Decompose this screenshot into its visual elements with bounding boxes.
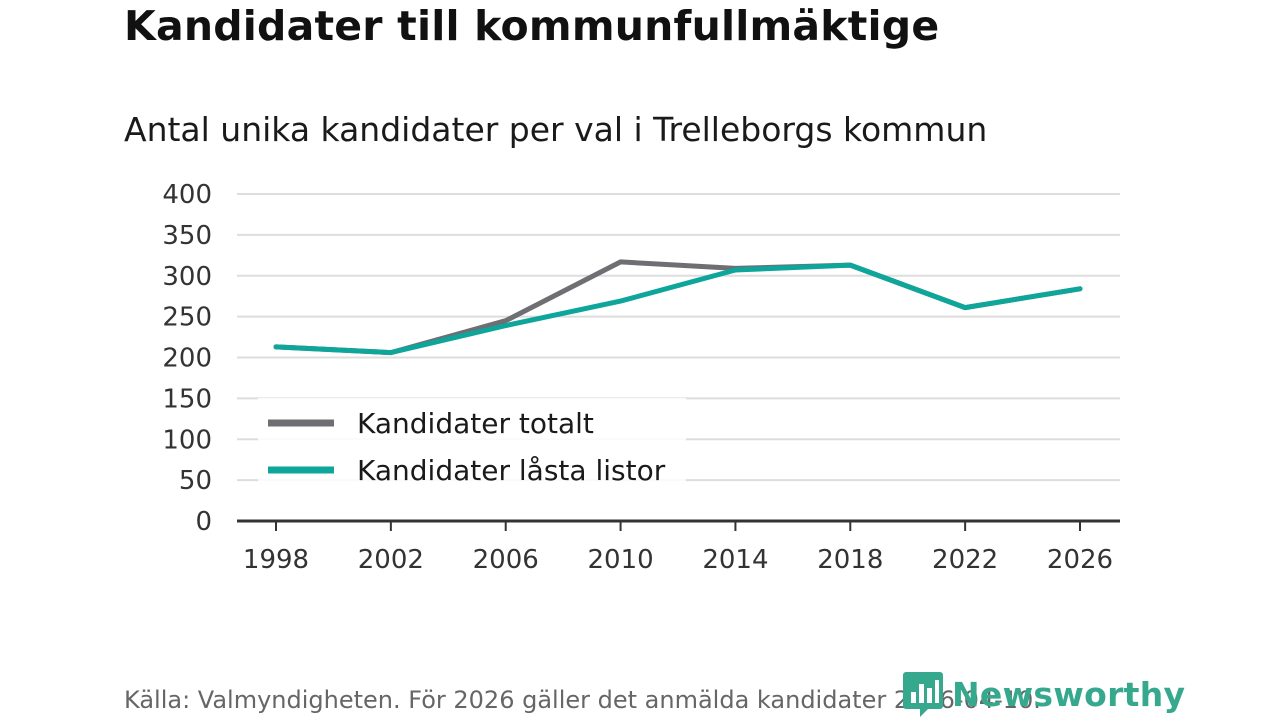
legend: Kandidater totalt Kandidater låsta listor xyxy=(258,398,686,487)
x-tick-label-2026: 2026 xyxy=(1047,545,1113,575)
line-chart: 0 50 100 150 200 250 300 350 400 1998 2002 2006 201… xyxy=(162,180,1120,575)
x-tick-label-2010: 2010 xyxy=(587,545,653,575)
x-tick-label-2014: 2014 xyxy=(702,545,768,575)
y-tick-label-200: 200 xyxy=(162,344,212,374)
y-tick-label-150: 150 xyxy=(162,384,212,414)
x-axis: 1998 2002 2006 2010 2014 2018 2022 2026 xyxy=(237,519,1120,575)
chart-title: Kandidater till kommunfullmäktige xyxy=(124,2,940,50)
legend-label-1: Kandidater låsta listor xyxy=(357,454,666,487)
source-note: Källa: Valmyndigheten. För 2026 gäller d… xyxy=(124,686,1041,714)
newsworthy-logo-text: Newsworthy xyxy=(952,674,1186,714)
y-tick-label-350: 350 xyxy=(162,221,212,251)
series-lines xyxy=(273,259,1083,356)
chart-subtitle: Antal unika kandidater per val i Trelleb… xyxy=(124,110,988,149)
x-tick-label-2022: 2022 xyxy=(932,545,998,575)
newsworthy-logo-icon xyxy=(903,672,943,717)
y-axis-tick-labels: 0 50 100 150 200 250 300 350 400 xyxy=(162,180,212,537)
x-tick-label-2018: 2018 xyxy=(817,545,883,575)
series-line-1 xyxy=(273,262,1083,356)
legend-label-0: Kandidater totalt xyxy=(357,407,594,440)
x-tick-label-2002: 2002 xyxy=(358,545,424,575)
newsworthy-logo: Newsworthy xyxy=(902,670,1185,718)
x-tick-label-2006: 2006 xyxy=(473,545,539,575)
x-tick-label-1998: 1998 xyxy=(243,545,309,575)
y-tick-label-100: 100 xyxy=(162,425,212,455)
y-tick-label-0: 0 xyxy=(195,507,212,537)
y-tick-label-300: 300 xyxy=(162,262,212,292)
y-tick-label-50: 50 xyxy=(179,466,212,496)
y-tick-label-250: 250 xyxy=(162,303,212,333)
y-tick-label-400: 400 xyxy=(162,180,212,210)
